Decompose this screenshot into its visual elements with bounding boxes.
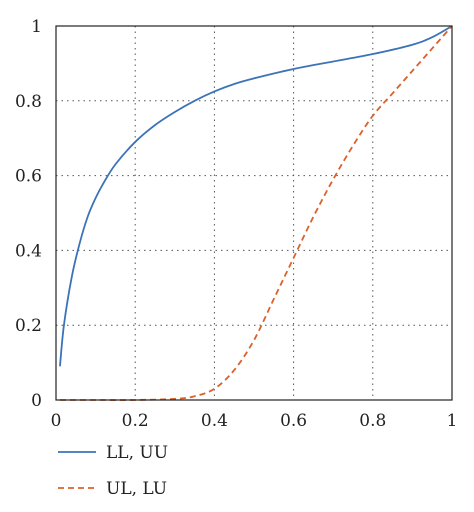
- y-tick-label: 0.6: [15, 167, 42, 187]
- series-line-2: [59, 25, 453, 401]
- y-tick-label: 0: [31, 391, 42, 411]
- series-line-1: [59, 25, 453, 367]
- x-tick-label: 0.8: [359, 411, 386, 431]
- x-axis-ticks: 0 0.2 0.4 0.6 0.8 1: [51, 411, 458, 431]
- x-tick-label: 0.4: [201, 411, 228, 431]
- y-tick-label: 0.2: [15, 316, 42, 336]
- legend: LL, UU UL, LU: [58, 443, 168, 499]
- x-tick-label: 0.6: [280, 411, 307, 431]
- legend-label-1: LL, UU: [106, 443, 168, 463]
- legend-label-2: UL, LU: [106, 479, 167, 499]
- x-tick-label: 0: [51, 411, 62, 431]
- y-tick-label: 1: [31, 17, 42, 37]
- y-tick-label: 0.4: [15, 241, 42, 261]
- plot-frame: [55, 25, 453, 401]
- y-axis-ticks: 0 0.2 0.4 0.6 0.8 1: [15, 17, 42, 411]
- x-tick-label: 0.2: [122, 411, 149, 431]
- x-tick-label: 1: [447, 411, 458, 431]
- grid-lines: [56, 26, 452, 400]
- y-tick-label: 0.8: [15, 92, 42, 112]
- series-lines: [59, 25, 453, 401]
